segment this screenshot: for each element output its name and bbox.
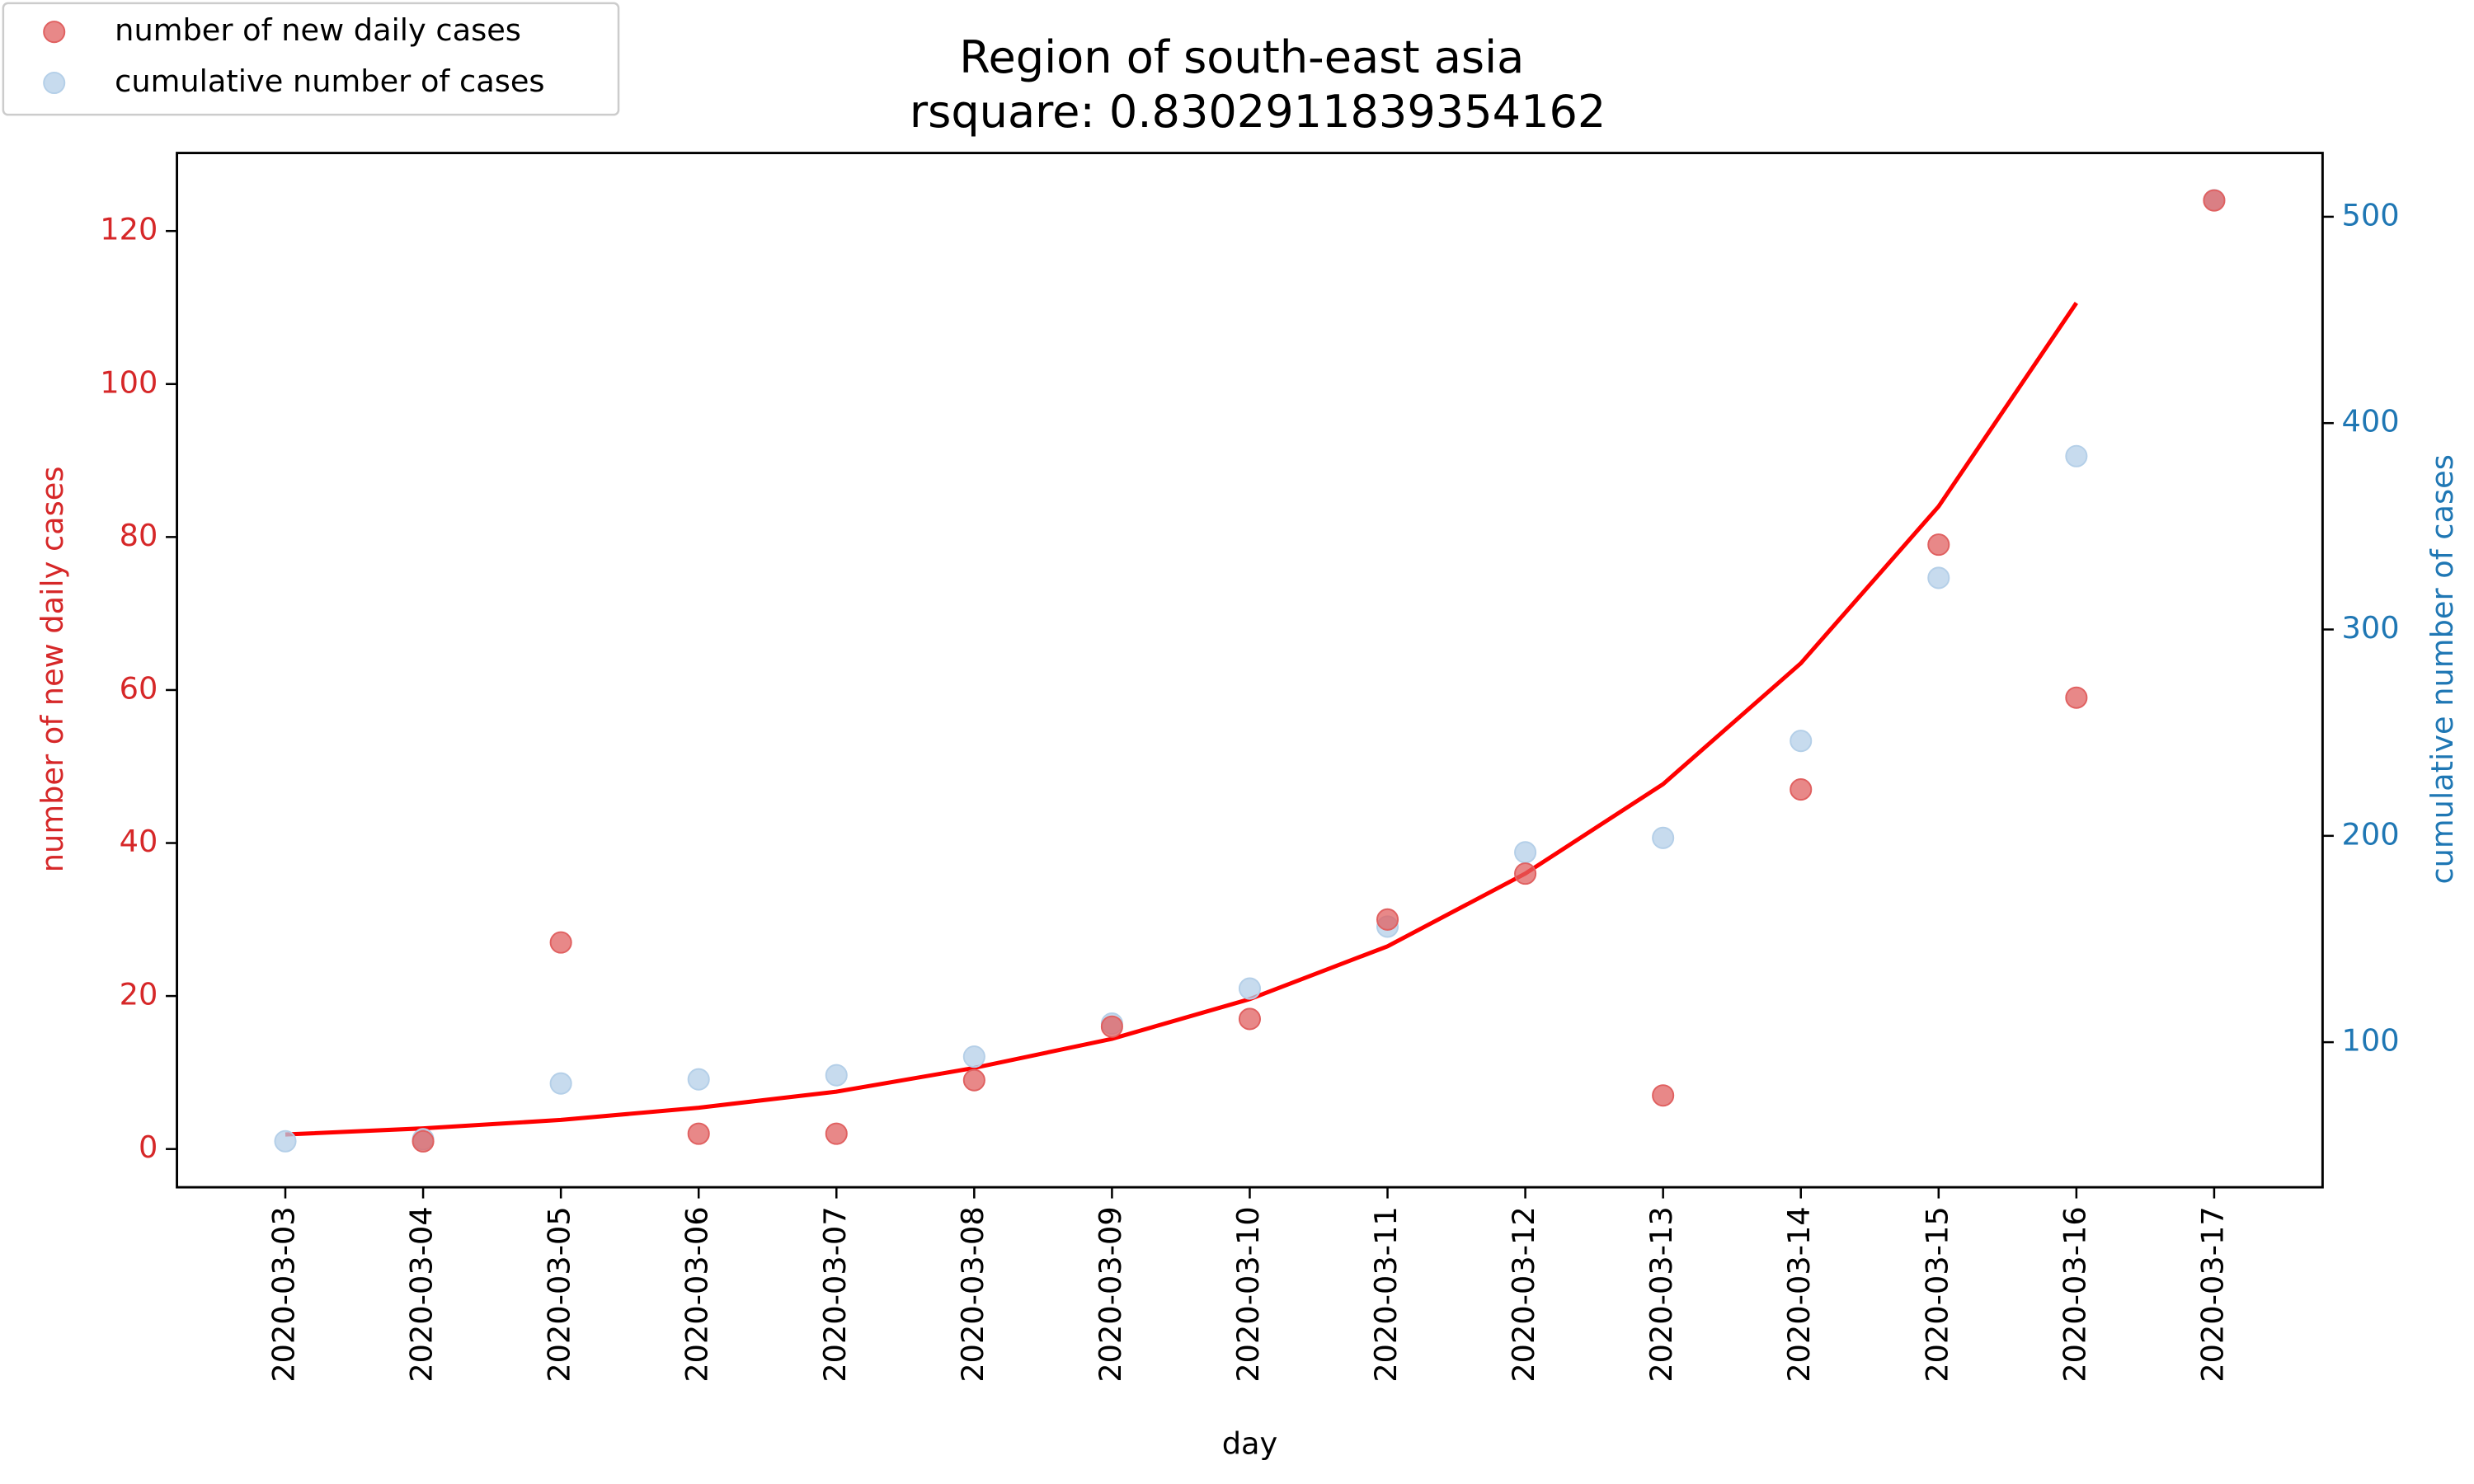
chart-subtitle: rsquare: 0.8302911839354162 [910,86,1606,138]
point [962,1068,985,1092]
point [2203,189,2226,212]
chart-title: Region of south-east asia [959,31,1524,83]
x-tick-label: 2020-03-13 [1644,1206,1679,1382]
x-tick-label: 2020-03-03 [266,1206,302,1382]
point [1376,908,1399,931]
point [1238,1007,1261,1031]
point [1514,841,1537,864]
x-tick-label: 2020-03-07 [817,1206,853,1382]
legend-marker [43,21,66,44]
x-axis-label: day [1222,1426,1278,1462]
y2-tick-label: 400 [2342,404,2400,439]
point [1927,566,1950,589]
x-tick-label: 2020-03-06 [680,1206,715,1382]
point [549,1072,572,1095]
x-tick-label: 2020-03-14 [1781,1206,1817,1382]
point [1790,778,1813,801]
x-tick-label: 2020-03-15 [1919,1206,1954,1382]
point [2065,686,2088,709]
x-tick-label: 2020-03-05 [542,1206,577,1382]
point [1514,862,1537,885]
point [825,1064,848,1087]
y2-tick-label: 100 [2342,1023,2400,1059]
point [1652,826,1675,849]
point [1652,1084,1675,1107]
y-tick-label: 20 [120,977,158,1012]
point [1100,1015,1123,1038]
legend-label: number of new daily cases [115,12,521,48]
point [962,1045,985,1068]
x-tick-label: 2020-03-09 [1093,1206,1128,1382]
x-tick-label: 2020-03-16 [2057,1206,2092,1382]
fit-line [285,302,2078,1137]
y-tick-label: 40 [120,824,158,859]
y-tick-label: 0 [139,1129,158,1165]
y-axis-label: number of new daily cases [35,466,70,872]
x-tick-label: 2020-03-04 [404,1206,440,1382]
point [687,1122,710,1145]
x-tick-label: 2020-03-11 [1368,1206,1404,1382]
point [2065,444,2088,467]
point [1927,533,1950,556]
point [687,1068,710,1091]
y-tick-label: 60 [120,670,158,706]
y-tick-label: 120 [100,212,158,247]
y2-axis-label: cumulative number of cases [2425,454,2460,884]
legend-label: cumulative number of cases [115,63,544,99]
y2-tick-label: 300 [2342,610,2400,646]
point [1790,730,1813,753]
y-tick-label: 80 [120,518,158,553]
point [274,1129,297,1153]
point [825,1122,848,1145]
legend-marker [43,71,66,95]
y-tick-label: 100 [100,364,158,400]
point [412,1129,435,1153]
y2-tick-label: 200 [2342,816,2400,852]
x-tick-label: 2020-03-08 [955,1206,990,1382]
point [1238,977,1261,1000]
x-tick-label: 2020-03-10 [1230,1206,1266,1382]
x-tick-label: 2020-03-12 [1506,1206,1541,1382]
plot-frame [176,152,2324,1189]
legend: number of new daily cases cumulative numb… [2,2,620,116]
legend-box [2,2,620,116]
x-tick-label: 2020-03-17 [2194,1206,2230,1382]
y2-tick-label: 500 [2342,197,2400,232]
point [549,931,572,954]
